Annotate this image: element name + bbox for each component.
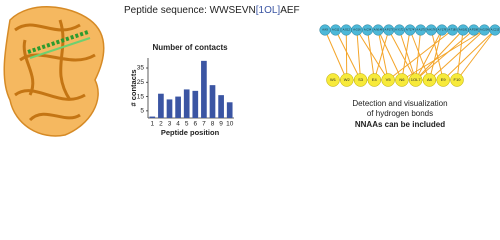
- residue-label: A:Y172: [395, 28, 404, 32]
- network: A:K9 A:G11 A:G12 A:G16 A:C34 A:N148 A:P173 A:Y1…: [319, 24, 500, 87]
- peptide-node: [422, 73, 437, 87]
- residue-node: [489, 24, 500, 36]
- residue-label: A:P208: [469, 28, 478, 32]
- peptide-label: W1: [330, 77, 337, 82]
- bar: [183, 89, 190, 118]
- hbond-edge: [373, 29, 390, 81]
- peptide-node: [353, 73, 368, 87]
- hbond-edge: [356, 29, 389, 81]
- hbond-edge: [456, 29, 496, 81]
- x-tick-label: 3: [168, 121, 172, 128]
- x-tick-label: 6: [193, 121, 197, 128]
- hbond-edge: [430, 29, 444, 81]
- hbond-edge: [401, 29, 411, 81]
- x-tick-label: 10: [226, 121, 234, 128]
- y-tick-label: 5: [140, 108, 144, 115]
- residue-label: A:G11: [332, 28, 340, 32]
- bar: [209, 85, 216, 118]
- residue-label: A:T174: [406, 28, 415, 32]
- bar: [149, 116, 156, 118]
- bar: [226, 102, 233, 118]
- hbond-edge: [415, 29, 475, 81]
- hbond-edge: [356, 29, 362, 81]
- protein-illustration: [3, 6, 105, 137]
- hbond-edge: [387, 29, 453, 81]
- hbond-edge: [345, 29, 348, 81]
- caption: Detection and visualization: [352, 99, 447, 108]
- peptide-label: E9: [441, 77, 447, 82]
- residue-label: A:T180: [448, 28, 457, 32]
- peptide-label: A8: [427, 77, 433, 82]
- residue-label: A:N148: [374, 28, 383, 32]
- bar: [175, 96, 181, 118]
- y-tick-label: 35: [137, 65, 145, 72]
- x-tick-label: 2: [159, 121, 163, 128]
- hbond-edge: [367, 29, 375, 81]
- residue-label: A:G12: [343, 28, 351, 32]
- hbond-edge: [428, 29, 443, 81]
- x-tick-label: 1: [150, 121, 154, 128]
- residue-label: A:P173: [384, 28, 393, 32]
- peptide-node: [326, 73, 340, 87]
- x-tick-label: 9: [219, 121, 223, 128]
- bar: [192, 90, 199, 118]
- x-tick-label: 8: [211, 121, 215, 128]
- residue-label: A:G209: [480, 28, 489, 32]
- caption: of hydrogen bonds: [367, 109, 433, 118]
- peptide-label: S3: [358, 77, 364, 82]
- peptide-sequence: Peptide sequence: WWSEVN[1OL]AEF: [124, 5, 300, 16]
- chart-title: Number of contacts: [152, 43, 228, 52]
- peptide-node: [395, 73, 409, 87]
- x-axis-label: Peptide position: [161, 128, 220, 137]
- residue-label: A:K9: [322, 28, 328, 32]
- bar: [158, 93, 164, 118]
- residue-label: A:G16: [353, 28, 361, 32]
- y-tick-label: 15: [137, 93, 145, 100]
- hbond-edge: [398, 29, 417, 81]
- peptide-node: [436, 73, 450, 87]
- peptide-node: [450, 73, 464, 87]
- residue-label: A:H176: [427, 28, 436, 32]
- hbond-edge: [401, 29, 485, 81]
- hbond-edge: [324, 29, 348, 81]
- x-tick-label: 5: [185, 121, 189, 128]
- hbond-edge: [377, 29, 403, 81]
- hbond-edge: [335, 29, 362, 81]
- residue-label: A:K181: [459, 28, 468, 32]
- x-tick-label: 7: [202, 121, 206, 128]
- peptide-node: [381, 73, 395, 87]
- hbond-edge: [456, 29, 464, 81]
- bar: [166, 99, 173, 118]
- peptide-node: [340, 73, 354, 87]
- hbond-edge: [415, 29, 443, 81]
- residue-label: A:C34: [364, 28, 372, 32]
- hbond-edge: [429, 29, 485, 81]
- figure: Peptide sequence: WWSEVN[1OL]AEF Number …: [3, 5, 500, 137]
- peptide-node: [408, 73, 423, 87]
- peptide-node: [367, 73, 382, 87]
- y-axis-label: # contacts: [129, 69, 138, 106]
- peptide-label: E4: [372, 77, 378, 82]
- bar: [201, 60, 207, 118]
- hbond-edge: [388, 29, 417, 81]
- peptide-label: F10: [454, 77, 462, 82]
- residue-label: A:A175: [416, 28, 425, 32]
- peptide-label: W2: [344, 77, 351, 82]
- residue-label: A:Y178: [438, 28, 447, 32]
- hbond-edge: [377, 29, 389, 81]
- peptide-label: V5: [386, 77, 392, 82]
- peptide-label: N6: [399, 77, 405, 82]
- residue-label: A:C215: [491, 28, 500, 32]
- hbond-edge: [415, 29, 464, 81]
- bar: [218, 95, 224, 118]
- hbond-edge: [442, 29, 496, 81]
- caption-bold: NNAAs can be included: [355, 120, 445, 129]
- y-tick-label: 25: [137, 79, 145, 86]
- x-tick-label: 4: [176, 121, 180, 128]
- peptide-label: 1OL7: [411, 77, 422, 82]
